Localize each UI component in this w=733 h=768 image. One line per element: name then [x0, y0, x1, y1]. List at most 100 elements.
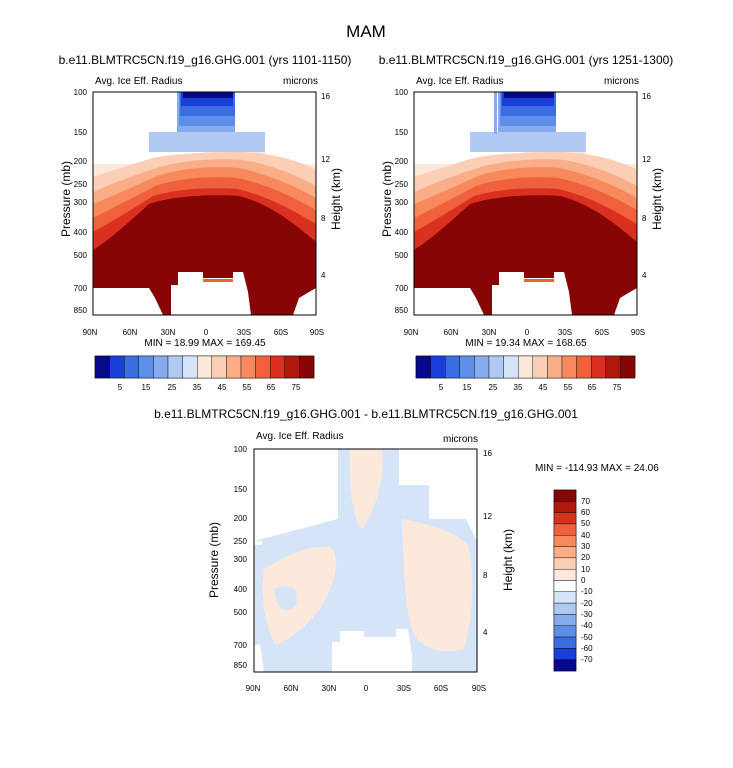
panel-2-plot-field [414, 92, 637, 315]
panel-1-blank-se [293, 288, 316, 315]
panel-1-colorbar-box-5 [153, 355, 169, 379]
panel-1-ytick-4: 250 [74, 180, 88, 189]
panel-1-colorbar-boxes [94, 355, 315, 379]
panel-2-ytick-9: 850 [395, 306, 409, 315]
panel-1-colorbar-box-12 [255, 355, 271, 379]
panel-1-blank-left-edge [93, 132, 105, 164]
panel-1-surface-strip [203, 279, 233, 282]
panel-2-upper-band-6 [504, 92, 554, 98]
panel-3-colorbar-box-11 [553, 602, 577, 615]
panel-1: b.e11.BLMTRC5CN.f19_g16.GHG.001 (yrs 110… [59, 53, 352, 392]
panel-1-ytick-9: 850 [74, 306, 88, 315]
panel-3-cb-label-11: -30 [581, 610, 593, 619]
panel-1-ytick-8: 700 [74, 284, 88, 293]
panel-2-blank-left-edge [414, 132, 426, 164]
panel-3-plot-field [254, 449, 477, 672]
panel-3-region-cool-patch [274, 585, 298, 611]
panel-3-cb-label-4: 40 [581, 531, 590, 540]
panel-1-xtick-6: 60S [274, 328, 288, 337]
panel-2-cb-label-3: 25 [489, 383, 498, 392]
panel-1-stats: MIN = 18.99 MAX = 169.45 [144, 338, 266, 349]
panel-2-colorbar-boxes [415, 355, 636, 379]
panel-1-colorbar-box-6 [167, 355, 183, 379]
panel-1-subtitle: b.e11.BLMTRC5CN.f19_g16.GHG.001 (yrs 110… [59, 53, 352, 67]
panel-3-colorbar-box-16 [553, 659, 577, 672]
panel-1-colorbar-box-2 [109, 355, 125, 379]
panel-3-region-warm-east [402, 519, 473, 652]
panel-1-colorbar-box-4 [138, 355, 154, 379]
panel-2-blank-antarctic [492, 272, 572, 315]
panel-1-xtick-2: 60N [123, 328, 138, 337]
panel-2-cb-label-6: 55 [564, 383, 573, 392]
panel-3-blank-sw [254, 645, 264, 672]
panel-2-colorbar-box-8 [518, 355, 534, 379]
panel-3-cb-label-15: -70 [581, 655, 593, 664]
panel-2-colorbar-box-9 [532, 355, 548, 379]
panel-2-colorbar-box-11 [561, 355, 577, 379]
panel-1-colorbar-box-14 [284, 355, 300, 379]
panel-1-ytick-1: 100 [74, 88, 88, 97]
panel-2-ytick-2: 150 [395, 128, 409, 137]
panel-3-ytick-5: 300 [234, 555, 248, 564]
panel-3-cb-label-3: 50 [581, 519, 590, 528]
panel-2-xtick-6: 60S [595, 328, 609, 337]
panel-2-xtick-3: 30N [482, 328, 497, 337]
panel-2-blank-sw [414, 288, 484, 315]
figure-title: MAM [346, 22, 386, 41]
panel-3-xtick-5: 30S [397, 684, 411, 693]
panel-2-colorbar-box-14 [605, 355, 621, 379]
panel-2-colorbar-box-4 [459, 355, 475, 379]
panel-1-frame [92, 91, 317, 316]
panel-1-ytick-7: 500 [74, 251, 88, 260]
panel-2-ytick-5: 300 [395, 198, 409, 207]
panel-3-colorbar-box-8 [553, 568, 577, 581]
panel-1-plot-field [93, 92, 316, 315]
panel-2-ylabel-right: Height (km) [650, 168, 664, 230]
panel-1-colorbar-box-7 [182, 355, 198, 379]
panel-3-cb-label-1: 70 [581, 497, 590, 506]
panel-3-ytick-6: 400 [234, 585, 248, 594]
panel-2-upper-band-1 [470, 132, 586, 152]
panel-1-colorbar-box-3 [123, 355, 139, 379]
panel-2-subtitle: b.e11.BLMTRC5CN.f19_g16.GHG.001 (yrs 125… [379, 53, 674, 67]
panel-1-cb-label-8: 75 [292, 383, 301, 392]
panel-3-cb-label-5: 30 [581, 542, 590, 551]
panel-2-cb-label-5: 45 [539, 383, 548, 392]
panel-2-cb-label-4: 35 [514, 383, 523, 392]
panel-1-colorbar-box-1 [94, 355, 110, 379]
panel-2-xtick-4: 0 [525, 328, 530, 337]
panel-3-region-warm-top [349, 449, 383, 529]
panel-3-cb-label-12: -40 [581, 621, 593, 630]
panel-1-cb-label-2: 15 [142, 383, 151, 392]
panel-1-ytick-right-4: 4 [321, 271, 326, 280]
panel-1-xtick-4: 0 [204, 328, 209, 337]
panel-2-colorbar-box-7 [503, 355, 519, 379]
panel-3-ytick-9: 850 [234, 661, 248, 670]
panel-2-cb-label-2: 15 [463, 383, 472, 392]
panel-3-colorbar-box-10 [553, 591, 577, 604]
panel-1-blank-sw [93, 288, 163, 315]
panel-3-colorbar-boxes [553, 489, 577, 672]
panel-2-blank-upper-left [414, 92, 470, 132]
panel-3-ytick-right-3: 8 [483, 571, 488, 580]
panel-1-blank-upper-left [93, 92, 149, 132]
panel-3-ytick-right-2: 12 [483, 512, 492, 521]
panel-1-ytick-right-1: 16 [321, 92, 330, 101]
panel-3-cb-label-6: 20 [581, 553, 590, 562]
panel-1-colorbar-box-15 [299, 355, 315, 379]
panel-3-ylabel-right: Height (km) [501, 529, 515, 591]
panel-2-ytick-4: 250 [395, 180, 409, 189]
panel-3-xtick-2: 60N [284, 684, 299, 693]
panel-1-ytick-3: 200 [74, 157, 88, 166]
panel-3-ytick-2: 150 [234, 485, 248, 494]
panel-1-ylabel-right: Height (km) [329, 168, 343, 230]
panel-3-colorbar-box-14 [553, 636, 577, 649]
panel-3-ytick-right-1: 16 [483, 449, 492, 458]
panel-2-colorbar-box-6 [488, 355, 504, 379]
panel-2-cb-label-8: 75 [613, 383, 622, 392]
panel-3-colorbar-box-4 [553, 523, 577, 536]
panel-1-left-label: Avg. Ice Eff. Radius [95, 76, 182, 87]
panel-2-frame [413, 91, 638, 316]
panel-3-colorbar-box-13 [553, 625, 577, 638]
panel-3-cb-label-8: 0 [581, 576, 586, 585]
